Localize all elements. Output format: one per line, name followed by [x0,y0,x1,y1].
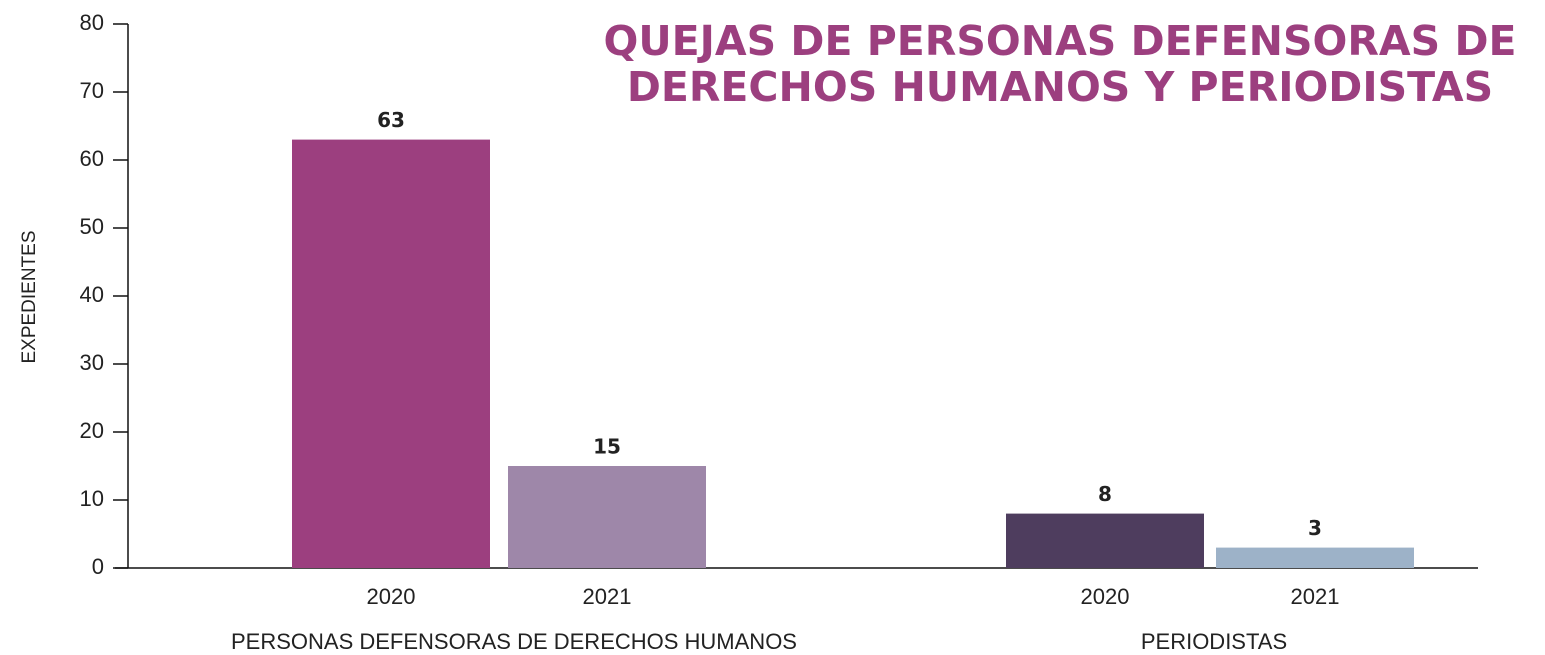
y-tick-label: 50 [80,214,104,239]
chart-title: QUEJAS DE PERSONAS DEFENSORAS DE DERECHO… [603,17,1517,111]
y-tick-label: 40 [80,282,104,307]
y-tick-label: 0 [92,554,104,579]
group-label: PERIODISTAS [1141,629,1287,654]
bar [1006,513,1204,568]
y-tick-label: 10 [80,486,104,511]
y-tick-label: 20 [80,418,104,443]
y-tick-label: 60 [80,146,104,171]
group-label: PERSONAS DEFENSORAS DE DERECHOS HUMANOS [231,629,797,654]
bar [292,139,490,568]
value-label: 15 [593,435,621,459]
x-tick-label: 2020 [367,584,416,609]
y-axis-label: EXPEDIENTES [19,230,40,363]
y-tick-label: 30 [80,350,104,375]
value-label: 8 [1098,482,1112,506]
x-tick-label: 2020 [1081,584,1130,609]
bar [1216,547,1414,568]
value-label: 3 [1308,516,1322,540]
value-label: 63 [377,108,405,132]
x-tick-label: 2021 [583,584,632,609]
bar [508,466,706,568]
x-tick-label: 2021 [1291,584,1340,609]
y-tick-label: 80 [80,10,104,35]
y-tick-label: 70 [80,78,104,103]
